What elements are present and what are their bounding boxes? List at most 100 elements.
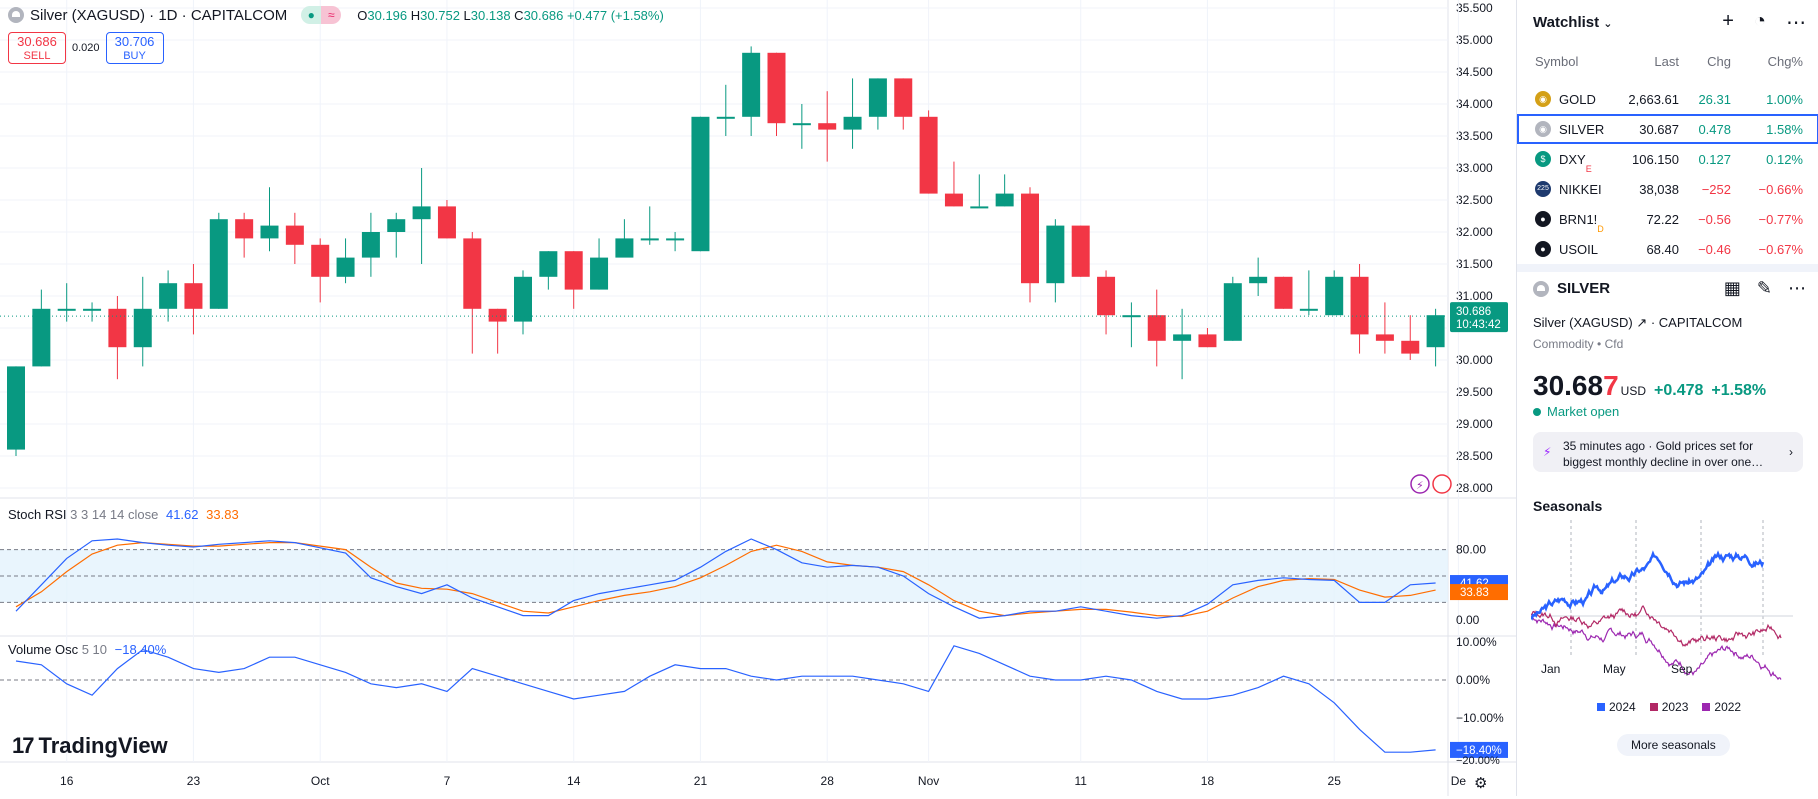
date-tick-label: Oct <box>311 774 330 788</box>
symbol-name: DXYE <box>1559 152 1592 174</box>
seasonal-line-2022 <box>1531 615 1782 681</box>
trade-buttons: 30.686 SELL 0.020 30.706 BUY <box>8 32 164 64</box>
price-tick-label: 31.000 <box>1456 289 1493 303</box>
stoch-tick-label: 0.00 <box>1456 613 1480 627</box>
last-price: 38,038 <box>1639 182 1679 197</box>
buy-button[interactable]: 30.706 BUY <box>105 32 164 64</box>
candle-body <box>742 52 761 117</box>
stoch-rsi-legend[interactable]: Stoch RSI 3 3 14 14 close 41.62 33.83 <box>8 507 239 522</box>
date-tick-label: De <box>1451 774 1467 788</box>
tradingview-logo[interactable]: 17 TradingView <box>12 733 168 758</box>
alerts-icon[interactable]: ◔ <box>1753 10 1766 32</box>
candle-body <box>970 206 989 209</box>
symbol-title[interactable]: Silver (XAGUSD) · 1D · CAPITALCOM <box>30 6 288 24</box>
candle-body <box>1198 334 1217 348</box>
more-icon[interactable]: ⋯ <box>1788 278 1806 298</box>
watchlist-row-silver[interactable]: ◉ SILVER 30.687 0.478 1.58% <box>1517 114 1818 144</box>
vol-osc-line <box>15 645 1436 753</box>
detail-type: Commodity • Cfd <box>1533 337 1624 351</box>
candle-body <box>1401 340 1420 354</box>
layout-icon[interactable]: ▦ <box>1723 278 1741 298</box>
stoch-d-line <box>15 541 1436 618</box>
watchlist-row-nikkei[interactable]: 225 NIKKEI 38,038 −252 −0.66% <box>1517 174 1818 204</box>
last-price-value: 30.686 <box>1456 306 1491 318</box>
candle-body <box>539 251 558 277</box>
change: −0.46 <box>1698 242 1731 257</box>
watchlist-title[interactable]: Watchlist ⌄ <box>1533 14 1613 31</box>
last-price: 2,663.61 <box>1628 92 1679 107</box>
news-card[interactable]: ⚡ 35 minutes ago · Gold prices set for b… <box>1533 432 1803 472</box>
candle-body <box>843 116 862 130</box>
countdown-timer: 10:43:42 <box>1456 319 1501 331</box>
vol-tick-label: 10.00% <box>1456 635 1497 649</box>
candle-body <box>260 225 279 239</box>
external-link-icon[interactable]: ↗ <box>1636 315 1648 330</box>
candle-body <box>1071 225 1090 277</box>
vol-tick-label: −20.00% <box>1456 755 1500 767</box>
more-seasonals-button[interactable]: More seasonals <box>1617 734 1730 756</box>
candle-body <box>1426 315 1445 348</box>
date-tick-label: 7 <box>444 774 451 788</box>
change: 0.127 <box>1698 152 1731 167</box>
candle-body <box>564 251 583 290</box>
watchlist-row-brn1[interactable]: ● BRN1!D 72.22 −0.56 −0.77% <box>1517 204 1818 234</box>
detail-title[interactable]: SILVER <box>1533 280 1610 297</box>
candle-body <box>1350 276 1369 335</box>
lightning-icon: ⚡ <box>1543 445 1552 459</box>
candle-body <box>995 193 1014 207</box>
symbol-logo-icon: ◉ <box>1535 121 1551 137</box>
stoch-k-line <box>15 538 1436 619</box>
more-icon[interactable]: ⋯ <box>1786 12 1806 34</box>
stoch-tick-label: 80.00 <box>1456 543 1486 557</box>
candle-body <box>1097 276 1116 316</box>
candle-body <box>514 276 532 322</box>
symbol-name: NIKKEI <box>1559 182 1602 197</box>
symbol-logo-icon: ● <box>1535 241 1551 257</box>
detail-toolbar: ▦ ✎ ⋯ <box>1724 278 1806 299</box>
panel-divider <box>1517 264 1818 272</box>
market-status-pill[interactable]: ● ≈ <box>301 6 342 24</box>
date-tick-label: 18 <box>1201 774 1215 788</box>
symbol-name: BRN1!D <box>1559 212 1604 234</box>
change-percent: −0.77% <box>1758 212 1803 227</box>
sell-button[interactable]: 30.686 SELL <box>8 32 66 64</box>
candle-body <box>767 52 786 124</box>
add-symbol-icon[interactable]: + <box>1722 10 1734 32</box>
symbol-logo-icon: 225 <box>1535 181 1551 197</box>
seasonal-line-2024 <box>1531 550 1765 621</box>
candle-body <box>437 206 456 239</box>
price-tick-label: 29.500 <box>1456 385 1493 399</box>
price-tick-label: 32.000 <box>1456 225 1493 239</box>
watchlist-row-usoil[interactable]: ● USOIL 68.40 −0.46 −0.67% <box>1517 234 1818 264</box>
candle-body <box>1299 308 1318 311</box>
candle-body <box>1249 276 1268 284</box>
seasonals-chart[interactable]: Jan May Sep <box>1531 520 1807 690</box>
change-percent: −0.66% <box>1758 182 1803 197</box>
candle-body <box>336 257 355 277</box>
change-percent: 1.00% <box>1766 92 1803 107</box>
price-tick-label: 34.500 <box>1456 65 1493 79</box>
symbol-flag: D <box>1597 224 1604 234</box>
watchlist-row-gold[interactable]: ◉ GOLD 2,663.61 26.31 1.00% <box>1517 84 1818 114</box>
price-tick-label: 35.500 <box>1456 1 1493 15</box>
candle-body <box>1375 334 1394 341</box>
price-tick-label: 28.500 <box>1456 449 1493 463</box>
legend-2022: 2022 <box>1702 700 1741 714</box>
watchlist-toolbar: + ◔ ⋯ <box>1722 10 1806 35</box>
candle-body <box>919 116 938 194</box>
right-panel: Watchlist ⌄ + ◔ ⋯ Symbol Last Chg Chg% ◉… <box>1516 0 1818 796</box>
chart-area[interactable]: 35.500 35.000 34.500 34.000 33.500 33.000 32.5… <box>0 0 1516 796</box>
edit-icon[interactable]: ✎ <box>1756 278 1772 298</box>
price-tick-label: 28.000 <box>1456 481 1493 495</box>
candle-body <box>894 78 913 117</box>
price-tick-label: 31.500 <box>1456 257 1493 271</box>
price-tick-label: 33.500 <box>1456 129 1493 143</box>
watchlist-row-dxy[interactable]: $ DXYE 106.150 0.127 0.12% <box>1517 144 1818 174</box>
price-tick-label: 32.500 <box>1456 193 1493 207</box>
chart-canvas[interactable]: 35.500 35.000 34.500 34.000 33.500 33.000 32.5… <box>0 0 1516 796</box>
symbol-logo-icon: ◉ <box>1535 91 1551 107</box>
seasonal-x-label: Sep <box>1671 662 1693 676</box>
change: 0.478 <box>1698 122 1731 137</box>
ohlc-change: +0.477 (+1.58%) <box>566 7 664 23</box>
volume-osc-legend[interactable]: Volume Osc 5 10 −18.40% <box>8 642 167 657</box>
